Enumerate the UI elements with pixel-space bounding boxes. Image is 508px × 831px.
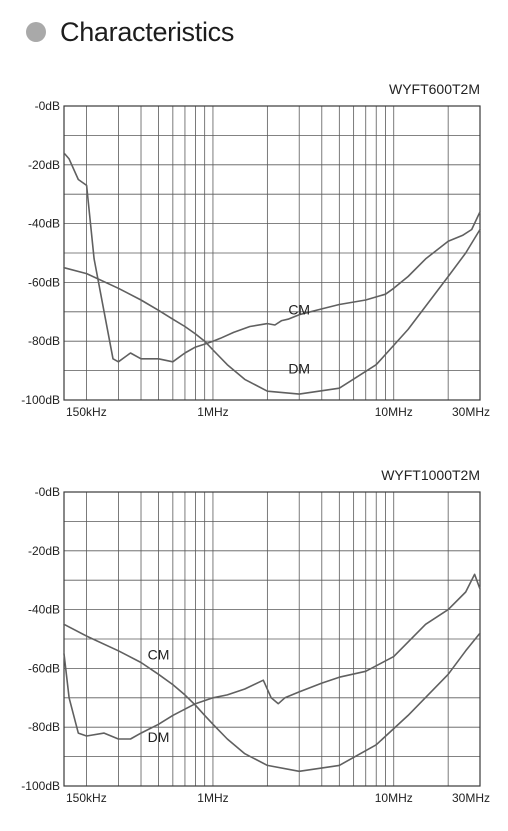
series-line-cm xyxy=(63,228,481,395)
y-tick-label: -100dB xyxy=(21,779,60,793)
x-tick-label: 150kHz xyxy=(66,405,107,419)
x-tick-label: 1MHz xyxy=(197,405,228,419)
x-tick-label: 150kHz xyxy=(66,791,107,805)
series-line-dm xyxy=(63,152,481,363)
x-tick-label: 30MHz xyxy=(452,791,490,805)
y-tick-label: -100dB xyxy=(21,393,60,407)
series-label-dm: DM xyxy=(148,729,170,745)
y-tick-label: -20dB xyxy=(28,544,60,558)
section-header: Characteristics xyxy=(26,14,234,50)
y-tick-label: -20dB xyxy=(28,158,60,172)
x-tick-label: 10MHz xyxy=(375,791,413,805)
series-line-cm xyxy=(63,623,481,773)
series-label-cm: CM xyxy=(148,647,170,663)
series-line-dm xyxy=(63,573,481,740)
y-tick-label: -60dB xyxy=(28,661,60,675)
y-tick-label: -80dB xyxy=(28,720,60,734)
y-tick-label: -40dB xyxy=(28,217,60,231)
bullet-icon xyxy=(26,22,46,42)
series-label-cm: CM xyxy=(288,302,310,318)
x-tick-label: 10MHz xyxy=(375,405,413,419)
y-tick-label: -0dB xyxy=(35,485,60,499)
x-tick-label: 30MHz xyxy=(452,405,490,419)
chart-title: WYFT600T2M xyxy=(389,81,480,97)
plot-frame xyxy=(63,105,481,401)
y-tick-label: -0dB xyxy=(35,99,60,113)
y-tick-label: -60dB xyxy=(28,275,60,289)
y-tick-label: -40dB xyxy=(28,603,60,617)
page-title: Characteristics xyxy=(60,16,235,47)
y-tick-label: -80dB xyxy=(28,334,60,348)
x-tick-label: 1MHz xyxy=(197,791,228,805)
attenuation-chart-wyft600t2m: -0dB -20dB -40dB -60dB -80dB -100dB 150kHz 1MHz… xyxy=(21,81,490,419)
series-label-dm: DM xyxy=(288,361,310,377)
plot-frame xyxy=(63,491,481,787)
chart-title: WYFT1000T2M xyxy=(381,467,480,483)
attenuation-chart-wyft1000t2m: -0dB -20dB -40dB -60dB -80dB -100dB 150kHz 1MHz… xyxy=(21,467,490,805)
